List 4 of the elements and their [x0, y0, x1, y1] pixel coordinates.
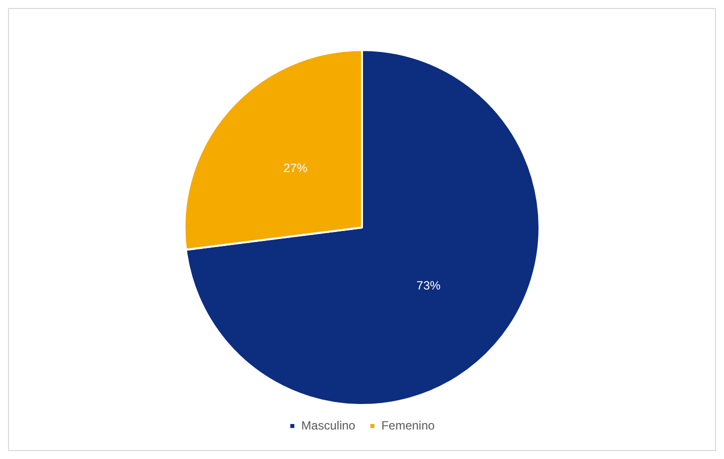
legend-label: Femenino	[381, 418, 436, 432]
legend-label: Masculino	[301, 418, 356, 432]
data-label: 27%	[283, 161, 308, 176]
data-label: 73%	[416, 278, 441, 293]
